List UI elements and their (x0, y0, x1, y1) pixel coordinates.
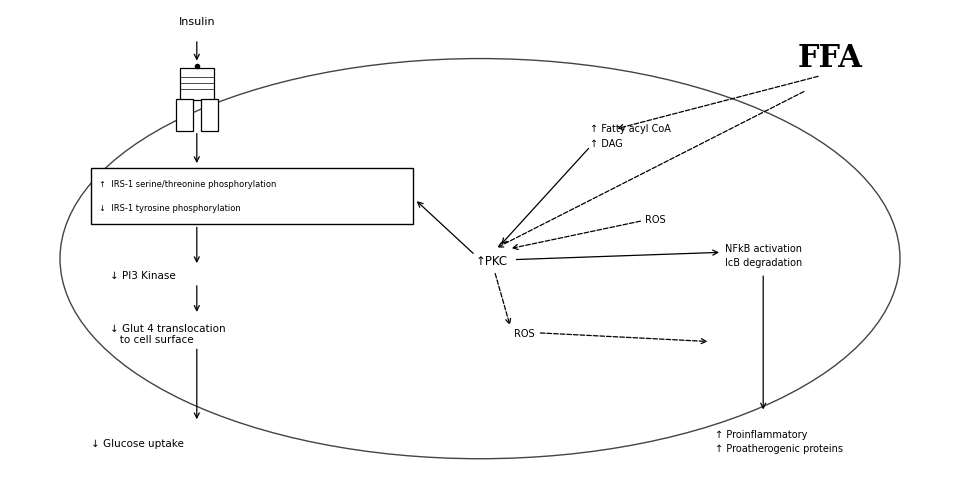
Bar (176, 99, 193, 131)
Text: ↑PKC: ↑PKC (475, 255, 507, 267)
Text: ↓ Glucose uptake: ↓ Glucose uptake (91, 439, 184, 449)
Bar (91, 168, 413, 224)
Text: Insulin: Insulin (179, 17, 215, 27)
Text: ↓ PI3 Kinase: ↓ PI3 Kinase (110, 271, 176, 281)
Text: ROS: ROS (645, 215, 665, 224)
Text: ROS: ROS (514, 329, 534, 339)
Text: ↑ Fatty acyl CoA
↑ DAG: ↑ Fatty acyl CoA ↑ DAG (590, 124, 671, 149)
Text: NFkB activation
IcB degradation: NFkB activation IcB degradation (725, 244, 802, 268)
Text: ↓ Glut 4 translocation
   to cell surface: ↓ Glut 4 translocation to cell surface (110, 324, 226, 345)
Text: ↓  IRS-1 tyrosine phosphorylation: ↓ IRS-1 tyrosine phosphorylation (99, 204, 241, 213)
Text: ↑ Proinflammatory
↑ Proatherogenic proteins: ↑ Proinflammatory ↑ Proatherogenic prote… (715, 429, 843, 454)
Bar (201, 99, 218, 131)
Bar (180, 68, 214, 100)
Text: ↑  IRS-1 serine/threonine phosphorylation: ↑ IRS-1 serine/threonine phosphorylation (99, 180, 276, 188)
Text: FFA: FFA (798, 43, 863, 74)
